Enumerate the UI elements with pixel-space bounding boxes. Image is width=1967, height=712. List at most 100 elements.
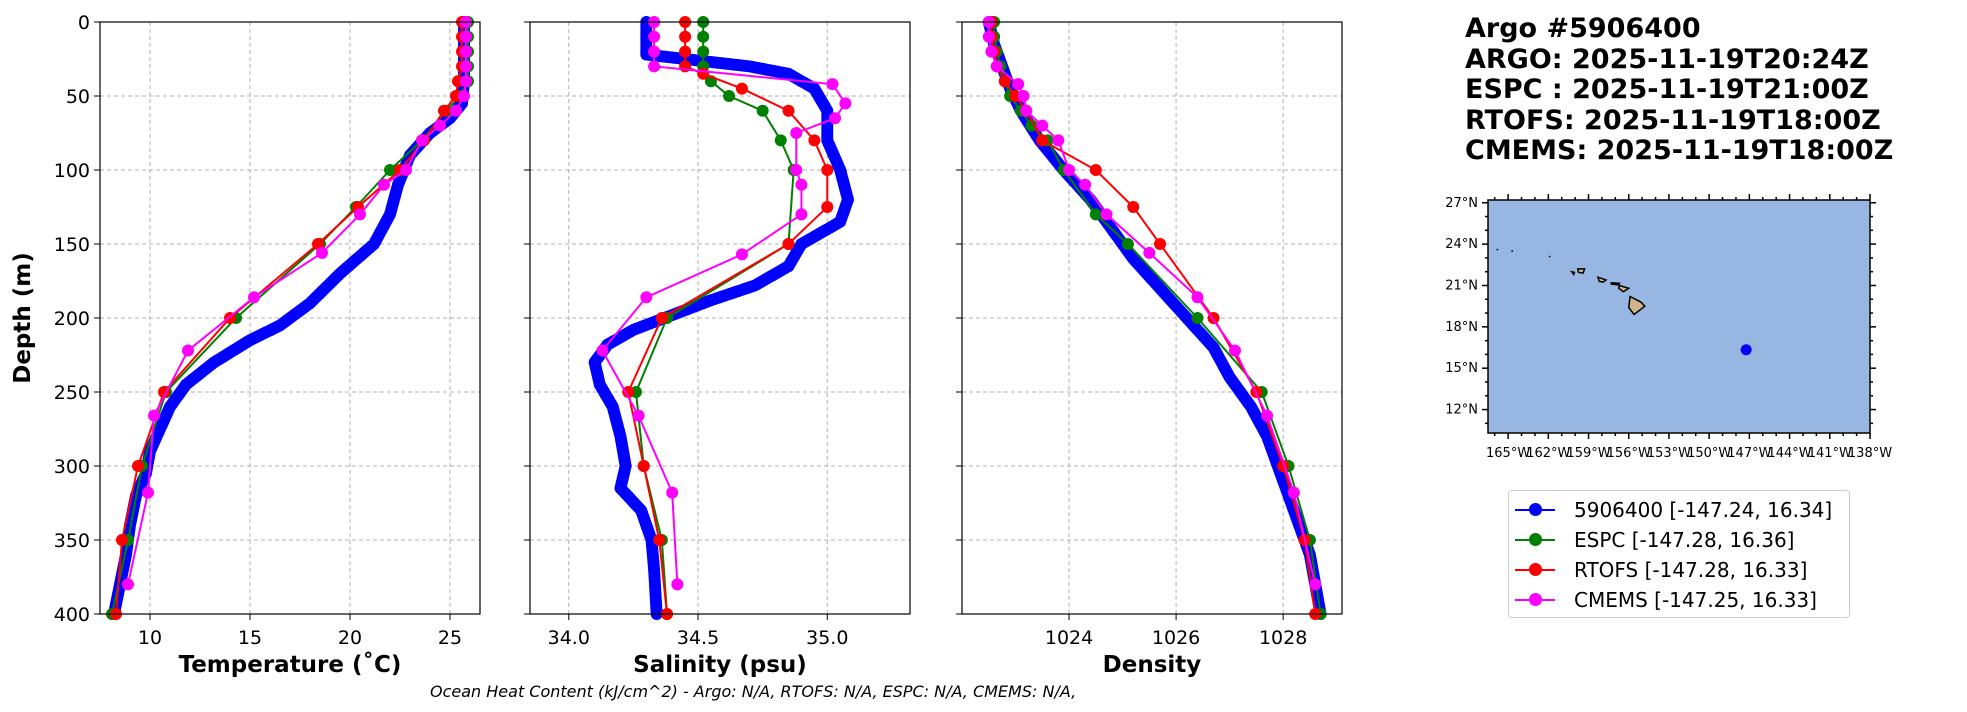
title-line-espc: ESPC : 2025-11-19T21:00Z [1465, 74, 1869, 105]
data-point-cmems [460, 60, 472, 73]
data-point-cmems [460, 30, 472, 43]
data-point-cmems [640, 291, 653, 304]
x-tick-label: 34.5 [677, 627, 719, 649]
map-lon-label: 159°W [1566, 446, 1610, 461]
map-lon-label: 138°W [1848, 446, 1892, 461]
legend-label: CMEMS [-147.25, 16.33] [1574, 588, 1817, 612]
data-point-espc [1121, 238, 1134, 250]
data-point-rtofs [116, 534, 128, 546]
data-point-cmems [982, 30, 995, 43]
legend-marker [1529, 593, 1542, 606]
data-point-cmems [666, 486, 679, 499]
x-tick-label: 35.0 [806, 627, 848, 649]
data-point-espc [1025, 119, 1038, 132]
island-islet [1496, 248, 1499, 251]
data-point-rtofs [808, 134, 821, 147]
map-lon-label: 147°W [1727, 446, 1771, 461]
series-line-espc [111, 22, 469, 615]
data-point-cmems [1287, 486, 1300, 499]
legend-entry-argo: 5906400 [-147.24, 16.34] [1509, 495, 1849, 525]
data-point-cmems [1191, 291, 1204, 304]
island-islet [1511, 250, 1514, 252]
figure-title: Argo #5906400 ARGO: 2025-11-19T20:24Z ES… [1465, 13, 1893, 167]
data-point-cmems [460, 45, 472, 58]
legend: 5906400 [-147.24, 16.34] ESPC [-147.28, … [1508, 490, 1850, 618]
legend-label: 5906400 [-147.24, 16.34] [1574, 498, 1833, 522]
legend-entry-cmems: CMEMS [-147.25, 16.33] [1509, 585, 1849, 615]
map-lon-label: 165°W [1486, 446, 1530, 461]
data-point-rtofs [1154, 238, 1167, 250]
x-tick-label: 34.0 [548, 627, 590, 649]
data-point-cmems [829, 112, 842, 125]
map-ocean [1488, 200, 1870, 433]
data-point-cmems [1309, 578, 1322, 591]
legend-marker [1529, 503, 1542, 516]
map-lat-label: 24°N [1445, 237, 1478, 252]
data-point-cmems [795, 208, 808, 221]
data-point-cmems [985, 45, 998, 58]
data-point-cmems [416, 134, 428, 147]
y-tick-label: 0 [78, 12, 90, 34]
data-point-cmems [316, 246, 328, 259]
data-point-rtofs [821, 164, 834, 176]
map-frame [1487, 199, 1871, 434]
legend-entry-espc: ESPC [-147.28, 16.36] [1509, 525, 1849, 555]
data-point-cmems [148, 409, 160, 422]
map-lat-label: 27°N [1445, 196, 1478, 211]
y-tick-label: 200 [54, 308, 90, 330]
data-point-rtofs [679, 45, 692, 58]
data-point-cmems [1012, 78, 1025, 91]
data-point-cmems [122, 578, 134, 591]
x-axis-label: Salinity (psu) [633, 652, 807, 678]
x-tick-label: 15 [238, 627, 262, 649]
data-point-espc [723, 90, 736, 102]
data-point-espc [774, 134, 787, 147]
data-point-cmems [400, 164, 412, 176]
island-molokai [1610, 281, 1621, 286]
location-map: 27°N24°N21°N18°N15°N12°N165°W162°W159°W1… [1445, 194, 1892, 461]
data-point-cmems [450, 104, 462, 117]
ohc-caption: Ocean Heat Content (kJ/cm^2) - Argo: N/A… [430, 682, 1077, 701]
series-cmems [982, 16, 1322, 591]
x-tick-label: 1024 [1045, 627, 1093, 649]
data-point-cmems [1036, 119, 1049, 132]
data-point-rtofs [655, 312, 668, 324]
data-point-espc [756, 104, 769, 117]
data-point-rtofs [1036, 134, 1049, 147]
data-point-cmems [142, 486, 154, 499]
data-point-cmems [1017, 90, 1030, 102]
data-point-cmems [182, 344, 194, 357]
data-point-cmems [839, 97, 852, 110]
data-point-cmems [354, 208, 366, 221]
data-point-cmems [1020, 104, 1033, 117]
legend-marker [1529, 563, 1542, 576]
y-tick-label: 400 [54, 604, 90, 626]
float-location-marker [1740, 344, 1752, 356]
data-point-cmems [378, 178, 390, 191]
map-lat-label: 21°N [1445, 278, 1478, 293]
y-tick-label: 50 [66, 86, 90, 108]
island-maui [1617, 284, 1631, 293]
y-tick-label: 350 [54, 530, 90, 552]
x-tick-label: 25 [438, 627, 462, 649]
y-tick-label: 100 [54, 160, 90, 182]
data-point-espc [1191, 312, 1204, 324]
map-lat-label: 12°N [1445, 403, 1478, 418]
data-point-cmems [671, 578, 684, 591]
x-tick-label: 1028 [1259, 627, 1307, 649]
data-point-rtofs [438, 104, 450, 117]
data-point-rtofs [637, 460, 650, 472]
series-line-cmems [987, 22, 1317, 585]
data-point-cmems [795, 178, 808, 191]
data-point-cmems [826, 78, 839, 91]
island-islet [1548, 255, 1551, 258]
legend-label: ESPC [-147.28, 16.36] [1574, 528, 1795, 552]
data-point-rtofs [1127, 201, 1140, 213]
data-point-cmems [1079, 178, 1092, 191]
data-point-cmems [248, 291, 260, 304]
map-lat-label: 15°N [1445, 361, 1478, 376]
title-line-argo: ARGO: 2025-11-19T20:24Z [1465, 43, 1869, 75]
data-point-cmems [648, 30, 661, 43]
x-axis-label: Density [1103, 652, 1202, 678]
map-lat-label: 18°N [1445, 320, 1478, 335]
